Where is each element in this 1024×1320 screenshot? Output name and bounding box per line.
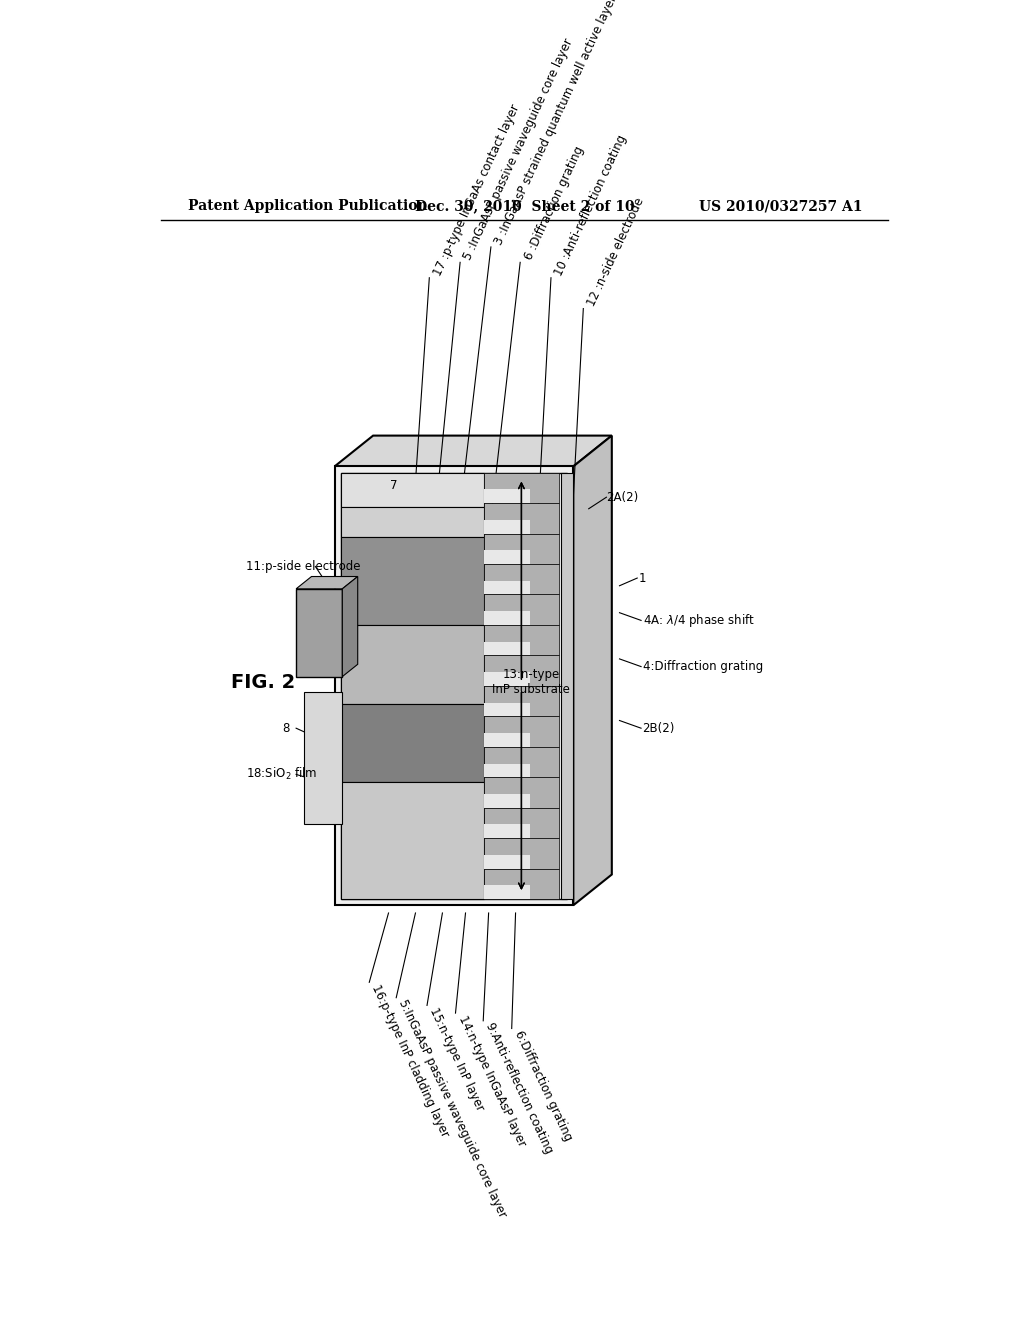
Bar bbox=[484, 520, 529, 533]
Bar bbox=[304, 692, 342, 824]
Bar bbox=[341, 704, 484, 781]
Bar bbox=[484, 656, 559, 686]
Bar bbox=[341, 537, 484, 626]
Bar bbox=[341, 781, 484, 899]
Bar bbox=[484, 733, 529, 747]
Polygon shape bbox=[573, 436, 611, 906]
Bar bbox=[484, 702, 529, 717]
Text: 10 :Anti-reflection coating: 10 :Anti-reflection coating bbox=[553, 132, 630, 277]
Text: 15:n-type InP layer: 15:n-type InP layer bbox=[427, 1006, 486, 1113]
Polygon shape bbox=[335, 436, 611, 466]
Text: 2B(2): 2B(2) bbox=[643, 722, 675, 735]
Text: 5 :InGaAsP passive waveguide core layer: 5 :InGaAsP passive waveguide core layer bbox=[462, 37, 577, 263]
Bar bbox=[484, 838, 559, 869]
Text: 11:p-side electrode: 11:p-side electrode bbox=[246, 560, 360, 573]
Bar bbox=[335, 466, 573, 906]
Bar bbox=[484, 777, 559, 808]
Bar bbox=[484, 686, 559, 717]
Text: 4:Diffraction grating: 4:Diffraction grating bbox=[643, 660, 763, 673]
Bar bbox=[484, 642, 529, 656]
Text: 5:InGaAsP passive waveguide core layer: 5:InGaAsP passive waveguide core layer bbox=[396, 998, 509, 1220]
Bar bbox=[484, 747, 559, 777]
Text: 8: 8 bbox=[283, 722, 290, 735]
Bar bbox=[484, 550, 529, 564]
Bar bbox=[341, 507, 484, 537]
Text: 18:SiO$_2$ film: 18:SiO$_2$ film bbox=[246, 767, 317, 783]
Text: 4A: $\lambda$/4 phase shift: 4A: $\lambda$/4 phase shift bbox=[643, 612, 755, 628]
Text: Patent Application Publication: Patent Application Publication bbox=[188, 199, 428, 213]
Text: 7: 7 bbox=[390, 479, 397, 492]
Bar bbox=[484, 533, 559, 564]
Bar bbox=[341, 473, 484, 507]
Text: 17 :p-type InGaAs contact layer: 17 :p-type InGaAs contact layer bbox=[431, 102, 522, 277]
Bar bbox=[341, 473, 567, 899]
Text: 6:Diffraction grating: 6:Diffraction grating bbox=[512, 1028, 574, 1143]
Bar bbox=[484, 795, 529, 808]
Text: 14:n-type InGaAsP layer: 14:n-type InGaAsP layer bbox=[456, 1014, 527, 1148]
Bar bbox=[484, 886, 529, 899]
Bar bbox=[484, 855, 529, 869]
Bar bbox=[484, 808, 559, 838]
Bar bbox=[341, 626, 484, 704]
Bar bbox=[484, 581, 529, 594]
Text: Dec. 30, 2010  Sheet 2 of 10: Dec. 30, 2010 Sheet 2 of 10 bbox=[415, 199, 635, 213]
Text: 1: 1 bbox=[639, 572, 646, 585]
Bar bbox=[484, 490, 529, 503]
Bar bbox=[484, 763, 529, 777]
Bar bbox=[484, 564, 559, 594]
Text: 13:n-type
InP substrate: 13:n-type InP substrate bbox=[492, 668, 570, 696]
Bar bbox=[484, 672, 529, 686]
Bar bbox=[561, 473, 573, 899]
Bar bbox=[484, 624, 559, 656]
Text: FIG. 2: FIG. 2 bbox=[230, 672, 295, 692]
Bar bbox=[484, 869, 559, 899]
Text: 12 :n-side electrode: 12 :n-side electrode bbox=[585, 195, 646, 309]
Bar bbox=[484, 503, 559, 533]
Bar bbox=[484, 825, 529, 838]
Text: 6 :Diffraction grating: 6 :Diffraction grating bbox=[521, 144, 586, 263]
Bar bbox=[484, 473, 559, 503]
Text: 9:Anti-reflection coating: 9:Anti-reflection coating bbox=[483, 1020, 555, 1156]
Bar bbox=[296, 589, 342, 677]
Text: 16:p-type InP cladding layer: 16:p-type InP cladding layer bbox=[370, 982, 452, 1139]
Polygon shape bbox=[296, 577, 357, 589]
Bar bbox=[484, 717, 559, 747]
Text: 3 :InGaAsP strained quantum well active layer: 3 :InGaAsP strained quantum well active … bbox=[493, 0, 621, 247]
Text: US 2010/0327257 A1: US 2010/0327257 A1 bbox=[698, 199, 862, 213]
Polygon shape bbox=[342, 577, 357, 677]
Bar bbox=[484, 611, 529, 624]
Text: 2A(2): 2A(2) bbox=[606, 491, 639, 504]
Bar bbox=[484, 594, 559, 624]
